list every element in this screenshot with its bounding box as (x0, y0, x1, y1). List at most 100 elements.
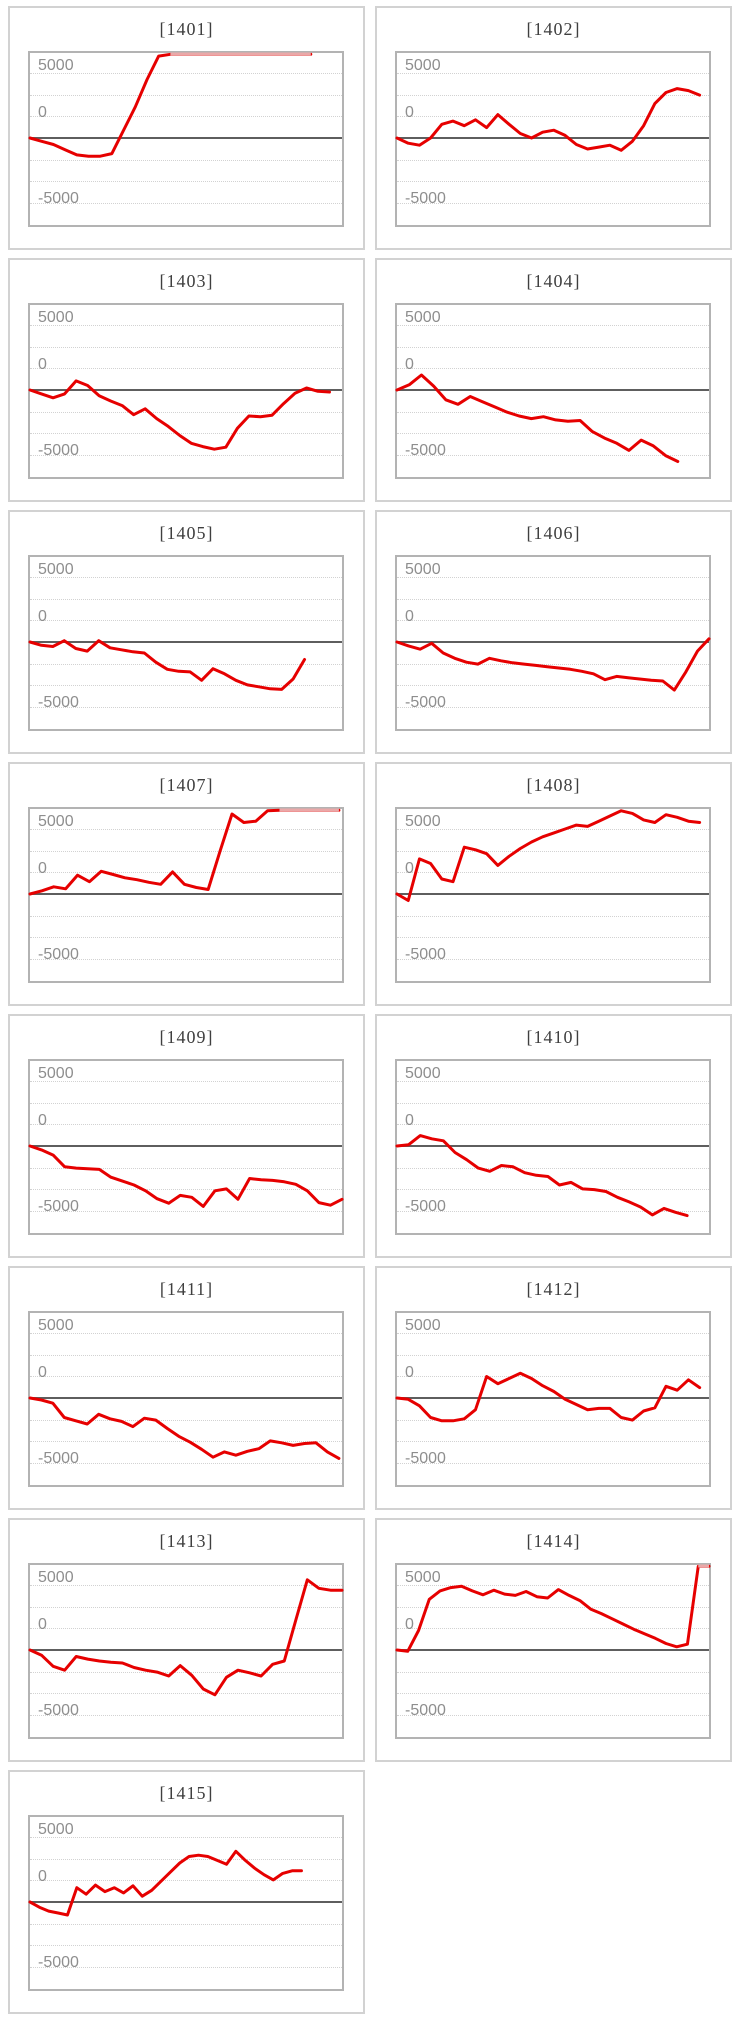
dotted-gridline (397, 412, 709, 413)
machine-panel-1409: [1409] 5000 0 -5000 (8, 1014, 365, 1258)
y-axis-tick-label: -5000 (38, 190, 79, 207)
dotted-gridline (30, 1420, 342, 1421)
y-axis-tick-label: -5000 (405, 694, 446, 711)
slump-line-chart (28, 379, 331, 451)
machine-number-title: [1415] (159, 1783, 214, 1803)
machine-panel-1414: [1414] 5000 0 -5000 (375, 1518, 732, 1762)
dotted-gridline (397, 872, 709, 873)
dotted-gridline (30, 577, 342, 578)
machine-panel-1405: [1405] 5000 0 -5000 (8, 510, 365, 754)
slump-line (28, 379, 331, 451)
dotted-gridline (397, 181, 709, 182)
machine-number-title: [1409] (159, 1027, 214, 1047)
zero-axis-line (30, 641, 342, 643)
y-axis-tick-label: 5000 (405, 1317, 441, 1334)
y-axis-tick-label: 0 (38, 1364, 47, 1381)
slump-graph-plot: 5000 0 -5000 (395, 303, 711, 479)
dotted-gridline (30, 829, 342, 830)
machine-panel-1408: [1408] 5000 0 -5000 (375, 762, 732, 1006)
machine-number-title: [1406] (526, 523, 581, 543)
zero-axis-line (30, 137, 342, 139)
machine-number-title: [1402] (526, 19, 581, 39)
slump-graph-plot: 5000 0 -5000 (395, 1059, 711, 1235)
dotted-gridline (30, 1376, 342, 1377)
y-axis-tick-label: 0 (38, 104, 47, 121)
y-axis-tick-label: -5000 (38, 694, 79, 711)
slump-line (395, 373, 680, 463)
y-axis-tick-label: 5000 (405, 57, 441, 74)
zero-axis-line (30, 893, 342, 895)
dotted-gridline (30, 1081, 342, 1082)
dotted-gridline (397, 959, 709, 960)
dotted-gridline (30, 455, 342, 456)
dotted-gridline (30, 1693, 342, 1694)
dotted-gridline (397, 433, 709, 434)
slump-line (28, 808, 341, 896)
y-axis-tick-label: -5000 (38, 1954, 79, 1971)
dotted-gridline (397, 1168, 709, 1169)
y-axis-tick-label: 5000 (38, 57, 74, 74)
dotted-gridline (397, 1376, 709, 1377)
dotted-gridline (30, 1837, 342, 1838)
dotted-gridline (397, 347, 709, 348)
dotted-gridline (397, 937, 709, 938)
dotted-gridline (30, 1607, 342, 1608)
dotted-gridline (30, 1880, 342, 1881)
machine-number-title: [1413] (159, 1531, 214, 1551)
dotted-gridline (30, 116, 342, 117)
dotted-gridline (397, 203, 709, 204)
dotted-gridline (397, 160, 709, 161)
dotted-gridline (30, 412, 342, 413)
machine-panel-1412: [1412] 5000 0 -5000 (375, 1266, 732, 1510)
machine-panel-1411: [1411] 5000 0 -5000 (8, 1266, 365, 1510)
dotted-gridline (30, 1585, 342, 1586)
y-axis-tick-label: -5000 (405, 442, 446, 459)
machine-number-title: [1405] (159, 523, 214, 543)
y-axis-tick-label: 5000 (38, 1821, 74, 1838)
dotted-gridline (30, 1945, 342, 1946)
slump-graph-plot: 5000 0 -5000 (28, 51, 344, 227)
dotted-gridline (30, 851, 342, 852)
dotted-gridline (397, 1124, 709, 1125)
dotted-gridline (30, 347, 342, 348)
dotted-gridline (30, 959, 342, 960)
y-axis-tick-label: 0 (405, 1364, 414, 1381)
dotted-gridline (30, 368, 342, 369)
dotted-gridline (30, 1189, 342, 1190)
slump-line (28, 1849, 303, 1917)
y-axis-tick-label: 5000 (405, 309, 441, 326)
machine-panel-1406: [1406] 5000 0 -5000 (375, 510, 732, 754)
slump-line-chart (28, 808, 341, 896)
dotted-gridline (397, 1628, 709, 1629)
dotted-gridline (397, 1420, 709, 1421)
zero-axis-line (397, 1397, 709, 1399)
slump-line (395, 1371, 702, 1423)
dotted-gridline (30, 685, 342, 686)
slump-line-chart (395, 1371, 702, 1423)
machine-number-title: [1403] (159, 271, 214, 291)
machine-number-title: [1411] (159, 1279, 214, 1299)
slump-line-chart (395, 87, 702, 152)
dotted-gridline (397, 95, 709, 96)
slump-line (395, 809, 702, 902)
slump-graph-plot: 5000 0 -5000 (28, 555, 344, 731)
y-axis-tick-label: -5000 (38, 442, 79, 459)
dotted-gridline (30, 1211, 342, 1212)
dotted-gridline (397, 368, 709, 369)
dotted-gridline (397, 664, 709, 665)
machine-number-title: [1414] (526, 1531, 581, 1551)
dotted-gridline (397, 829, 709, 830)
zero-axis-line (30, 1901, 342, 1903)
slump-line (28, 1144, 344, 1208)
dotted-gridline (397, 1355, 709, 1356)
dotted-gridline (30, 707, 342, 708)
y-axis-tick-label: -5000 (38, 1198, 79, 1215)
zero-axis-line (30, 1397, 342, 1399)
slump-line-chart (28, 639, 307, 691)
slump-graph-plot: 5000 0 -5000 (395, 555, 711, 731)
slump-line-chart (28, 1396, 341, 1460)
slump-line (395, 1564, 711, 1653)
y-axis-tick-label: 0 (38, 1868, 47, 1885)
dotted-gridline (397, 577, 709, 578)
